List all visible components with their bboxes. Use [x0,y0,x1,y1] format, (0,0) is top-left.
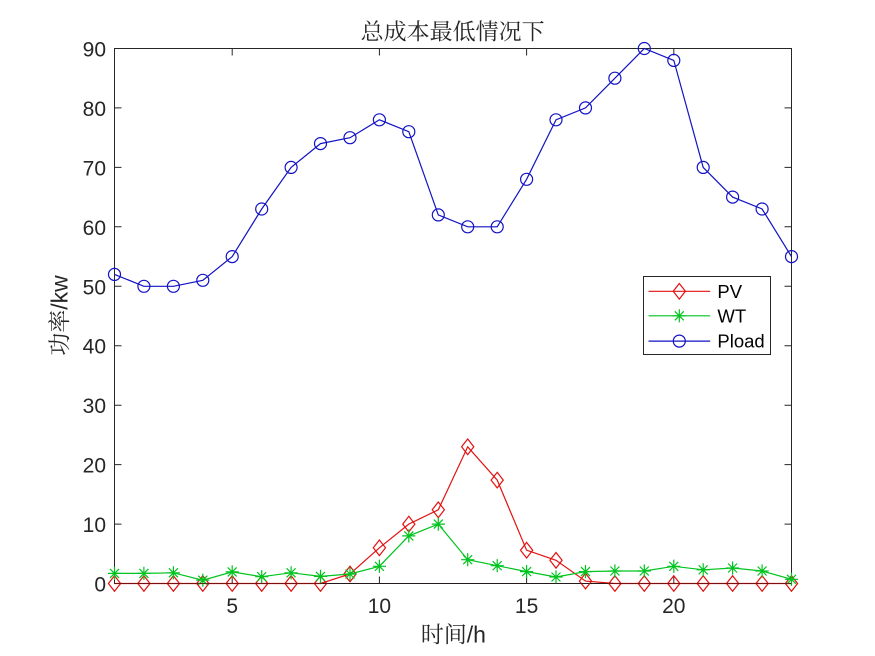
svg-text:PV: PV [717,281,742,302]
svg-text:20: 20 [662,595,685,618]
svg-text:20: 20 [83,455,106,478]
svg-text:Pload: Pload [717,331,764,352]
svg-text:/h: /h [467,622,486,648]
svg-text:/kw: /kw [47,275,73,310]
svg-text:70: 70 [83,157,106,180]
svg-text:60: 60 [83,217,106,240]
svg-text:50: 50 [83,276,106,299]
svg-text:0: 0 [94,574,106,597]
svg-text:90: 90 [83,39,106,62]
svg-text:10: 10 [83,514,106,537]
svg-text:10: 10 [368,595,391,618]
svg-text:80: 80 [83,98,106,121]
svg-text:15: 15 [515,595,538,618]
svg-text:5: 5 [226,595,238,618]
svg-text:WT: WT [717,305,746,326]
svg-text:30: 30 [83,395,106,418]
svg-text:40: 40 [83,336,106,359]
